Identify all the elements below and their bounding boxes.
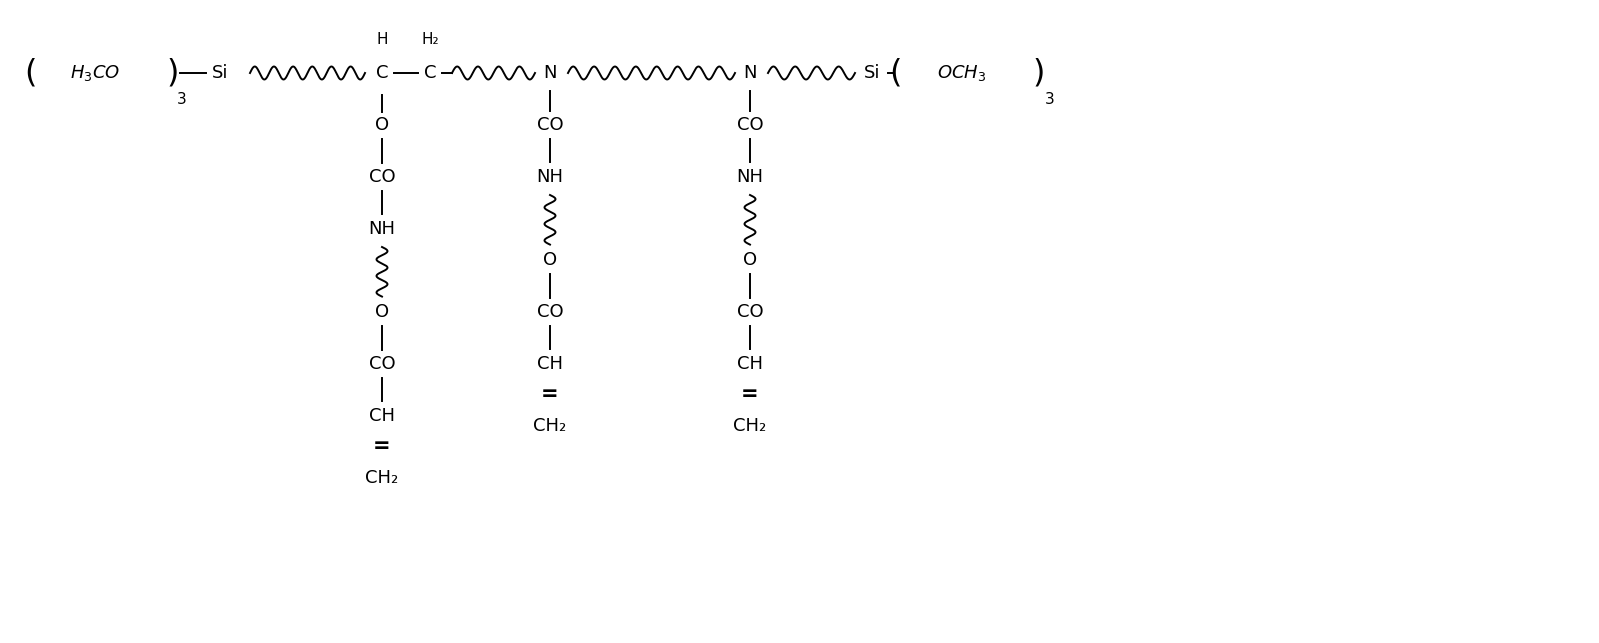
Text: CO: CO xyxy=(537,116,563,134)
Text: $($: $($ xyxy=(24,57,35,89)
Text: $)$: $)$ xyxy=(1033,57,1044,89)
Text: CH₂: CH₂ xyxy=(734,417,766,435)
Text: H: H xyxy=(376,33,387,48)
Text: =: = xyxy=(742,384,760,404)
Text: O: O xyxy=(544,251,556,269)
Text: CH: CH xyxy=(737,354,763,372)
Text: H₂: H₂ xyxy=(421,33,438,48)
Text: N: N xyxy=(544,64,556,82)
Text: $OCH_3$: $OCH_3$ xyxy=(937,63,987,83)
Text: =: = xyxy=(540,384,558,404)
Text: CH: CH xyxy=(537,354,563,372)
Text: O: O xyxy=(374,116,389,134)
Text: CH₂: CH₂ xyxy=(366,469,398,487)
Text: =: = xyxy=(373,435,390,456)
Text: CH: CH xyxy=(369,406,395,424)
Text: C: C xyxy=(376,64,389,82)
Text: CO: CO xyxy=(369,354,395,372)
Text: NH: NH xyxy=(537,168,563,186)
Text: CO: CO xyxy=(737,116,763,134)
Text: CO: CO xyxy=(537,303,563,321)
Text: CH₂: CH₂ xyxy=(534,417,566,435)
Text: NH: NH xyxy=(368,220,395,238)
Text: $)$: $)$ xyxy=(166,57,177,89)
Text: $($: $($ xyxy=(889,57,900,89)
Text: 3: 3 xyxy=(177,93,187,107)
Text: N: N xyxy=(744,64,756,82)
Text: Si: Si xyxy=(211,64,229,82)
Text: O: O xyxy=(744,251,756,269)
Text: O: O xyxy=(374,303,389,321)
Text: 3: 3 xyxy=(1046,93,1055,107)
Text: CO: CO xyxy=(369,168,395,186)
Text: Si: Si xyxy=(863,64,881,82)
Text: C: C xyxy=(424,64,437,82)
Text: CO: CO xyxy=(737,303,763,321)
Text: NH: NH xyxy=(737,168,763,186)
Text: $H_3CO$: $H_3CO$ xyxy=(70,63,120,83)
